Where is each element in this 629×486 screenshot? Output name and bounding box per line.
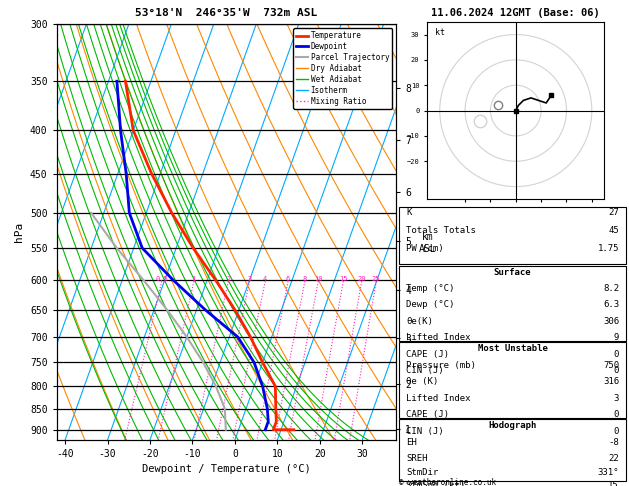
Text: 3: 3 xyxy=(614,394,619,403)
Text: 316: 316 xyxy=(603,377,619,386)
Text: 0: 0 xyxy=(614,366,619,375)
Text: 306: 306 xyxy=(603,317,619,326)
Text: 6: 6 xyxy=(286,276,290,282)
X-axis label: Dewpoint / Temperature (°C): Dewpoint / Temperature (°C) xyxy=(142,465,311,474)
Text: CAPE (J): CAPE (J) xyxy=(406,410,449,419)
Text: 0: 0 xyxy=(614,410,619,419)
Text: θe (K): θe (K) xyxy=(406,377,438,386)
Text: 9: 9 xyxy=(614,333,619,343)
Text: 53°18'N  246°35'W  732m ASL: 53°18'N 246°35'W 732m ASL xyxy=(135,8,318,18)
Text: 27: 27 xyxy=(608,208,619,217)
Text: SREH: SREH xyxy=(406,454,428,463)
Text: Lifted Index: Lifted Index xyxy=(406,333,470,343)
Text: Most Unstable: Most Unstable xyxy=(477,345,548,353)
Text: 8.2: 8.2 xyxy=(603,284,619,293)
Text: 1LCL: 1LCL xyxy=(397,419,416,429)
Text: 750: 750 xyxy=(603,361,619,370)
Text: 0.5: 0.5 xyxy=(155,276,168,282)
Text: 4: 4 xyxy=(263,276,267,282)
Bar xyxy=(399,265,626,341)
Text: θe(K): θe(K) xyxy=(406,317,433,326)
Text: 20: 20 xyxy=(357,276,366,282)
Text: K: K xyxy=(406,208,411,217)
Text: 6.3: 6.3 xyxy=(603,300,619,310)
Text: © weatheronline.co.uk: © weatheronline.co.uk xyxy=(399,478,496,486)
Text: CAPE (J): CAPE (J) xyxy=(406,350,449,359)
Text: Hodograph: Hodograph xyxy=(489,421,537,430)
Text: Totals Totals: Totals Totals xyxy=(406,226,476,235)
Text: Surface: Surface xyxy=(494,267,532,277)
Y-axis label: km
ASL: km ASL xyxy=(419,232,437,254)
Text: 8: 8 xyxy=(303,276,307,282)
Text: 22: 22 xyxy=(608,454,619,463)
Text: 0: 0 xyxy=(614,427,619,436)
Text: 331°: 331° xyxy=(598,468,619,477)
Text: 1: 1 xyxy=(192,276,196,282)
Legend: Temperature, Dewpoint, Parcel Trajectory, Dry Adiabat, Wet Adiabat, Isotherm, Mi: Temperature, Dewpoint, Parcel Trajectory… xyxy=(293,28,392,109)
Text: 3: 3 xyxy=(247,276,252,282)
Text: 45: 45 xyxy=(608,226,619,235)
Text: -8: -8 xyxy=(608,438,619,447)
Text: PW (cm): PW (cm) xyxy=(406,244,444,253)
Text: 15: 15 xyxy=(608,481,619,486)
Text: Dewp (°C): Dewp (°C) xyxy=(406,300,455,310)
Y-axis label: hPa: hPa xyxy=(14,222,25,242)
Text: 1.75: 1.75 xyxy=(598,244,619,253)
Text: StmDir: StmDir xyxy=(406,468,438,477)
Bar xyxy=(399,343,626,418)
Text: 25: 25 xyxy=(372,276,381,282)
Text: 2: 2 xyxy=(226,276,230,282)
Text: CIN (J): CIN (J) xyxy=(406,366,444,375)
Text: 0: 0 xyxy=(614,350,619,359)
Text: Pressure (mb): Pressure (mb) xyxy=(406,361,476,370)
Text: 15: 15 xyxy=(339,276,347,282)
Text: 10: 10 xyxy=(314,276,323,282)
Text: CIN (J): CIN (J) xyxy=(406,427,444,436)
Bar xyxy=(399,419,626,481)
Text: EH: EH xyxy=(406,438,417,447)
Bar xyxy=(399,207,626,264)
Text: 11.06.2024 12GMT (Base: 06): 11.06.2024 12GMT (Base: 06) xyxy=(431,8,600,18)
Text: Lifted Index: Lifted Index xyxy=(406,394,470,403)
Text: StmSpd (kt): StmSpd (kt) xyxy=(406,481,465,486)
Text: Temp (°C): Temp (°C) xyxy=(406,284,455,293)
Text: kt: kt xyxy=(435,28,445,36)
